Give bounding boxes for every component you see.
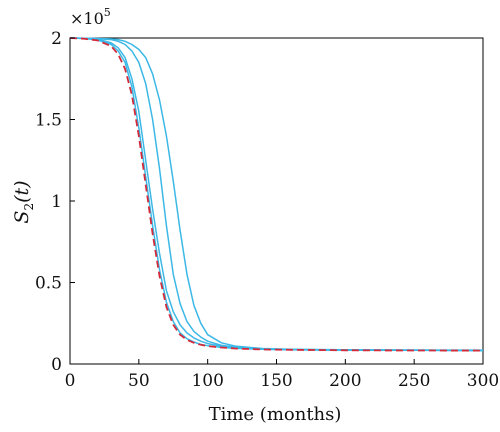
x-tick-label: 100 bbox=[191, 371, 223, 391]
y-tick-label: 0 bbox=[51, 355, 62, 375]
y-multiplier: ×105 bbox=[70, 6, 111, 28]
ticks-layer: 0 50 100 150 200 250 300 0 0.5 1 1.5 2 bbox=[35, 29, 499, 391]
x-tick-label: 200 bbox=[329, 371, 361, 391]
y-tick-label: 0.5 bbox=[35, 274, 62, 294]
x-axis-label: Time (months) bbox=[209, 404, 342, 425]
x-tick-label: 300 bbox=[467, 371, 499, 391]
x-tick-label: 0 bbox=[65, 371, 76, 391]
y-tick-label: 2 bbox=[51, 29, 62, 49]
series-layer bbox=[69, 37, 484, 352]
solid-series-line-4 bbox=[69, 37, 484, 352]
x-tick-label: 50 bbox=[128, 371, 150, 391]
y-tick-label: 1 bbox=[51, 192, 62, 212]
x-tick-label: 250 bbox=[398, 371, 430, 391]
x-tick-label: 150 bbox=[260, 371, 292, 391]
solid-series-line-3 bbox=[69, 37, 484, 351]
y-tick-label: 1.5 bbox=[35, 111, 62, 131]
dashed-series-line bbox=[69, 37, 484, 352]
y-axis-label: S2(t) bbox=[11, 180, 36, 223]
